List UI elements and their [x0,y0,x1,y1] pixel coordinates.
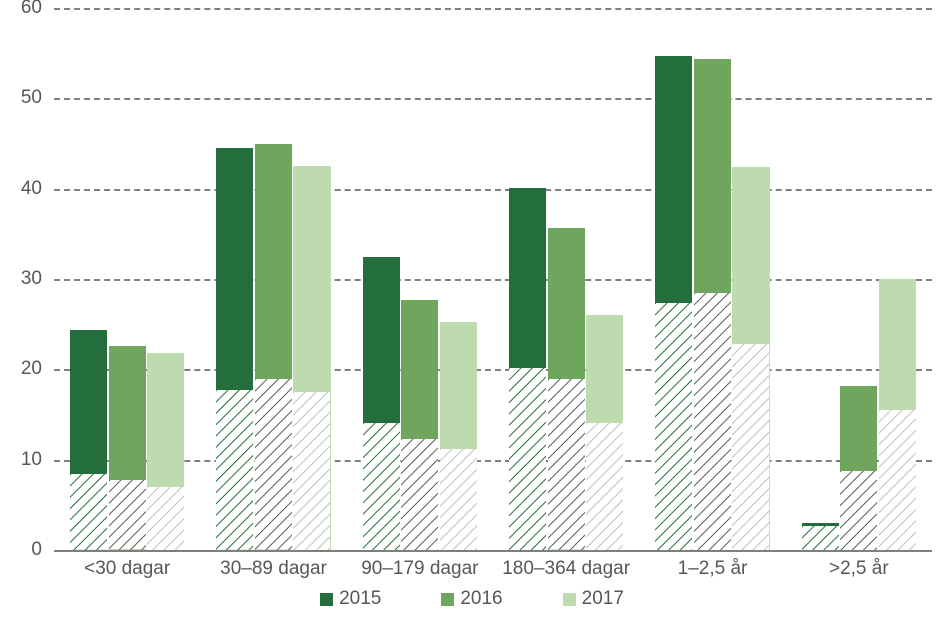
gridline [54,98,932,100]
legend-label: 2017 [582,588,624,610]
bar-hatched [147,487,184,550]
x-category-label: <30 dagar [84,558,170,580]
legend-swatch [563,593,576,606]
bar-hatched [255,379,292,550]
bar-hatched [586,423,623,550]
bar-hatched [548,379,585,550]
y-tick-label: 50 [0,87,42,109]
legend-label: 2015 [339,588,381,610]
bar-hatched [109,480,146,550]
legend-item: 2015 [320,588,381,610]
plot-area [54,8,932,550]
bar-hatched [293,392,330,550]
bar-hatched [802,526,839,550]
y-tick-label: 20 [0,358,42,380]
gridline [54,369,932,371]
y-tick-label: 0 [0,539,42,561]
bar-hatched [694,293,731,550]
y-tick-label: 30 [0,268,42,290]
bar-hatched [363,423,400,550]
gridline [54,460,932,462]
gridline [54,279,932,281]
x-axis [54,550,932,552]
legend-label: 2016 [460,588,502,610]
legend-swatch [441,593,454,606]
grouped-bar-chart: 0 10 20 30 40 50 60 <30 dagar 30–89 dagar 90–179 … [0,0,944,618]
y-tick-label: 10 [0,449,42,471]
bar-hatched [879,410,916,550]
bar-hatched [509,368,546,550]
gridline [54,8,932,10]
legend: 2015 2016 2017 [0,588,944,610]
x-category-label: 90–179 dagar [361,558,478,580]
bar-hatched [70,474,107,550]
bar-hatched [216,390,253,550]
bar-hatched [401,439,438,550]
gridline [54,189,932,191]
bar-hatched [840,471,877,550]
bar-hatched [655,303,692,551]
y-tick-label: 40 [0,178,42,200]
bar-hatched [732,344,769,550]
legend-item: 2017 [563,588,624,610]
legend-item: 2016 [441,588,502,610]
bar-hatched [440,449,477,550]
x-category-label: 1–2,5 år [678,558,748,580]
x-category-label: 30–89 dagar [220,558,327,580]
x-category-label: 180–364 dagar [502,558,630,580]
legend-swatch [320,593,333,606]
y-tick-label: 60 [0,0,42,19]
x-category-label: >2,5 år [829,558,889,580]
